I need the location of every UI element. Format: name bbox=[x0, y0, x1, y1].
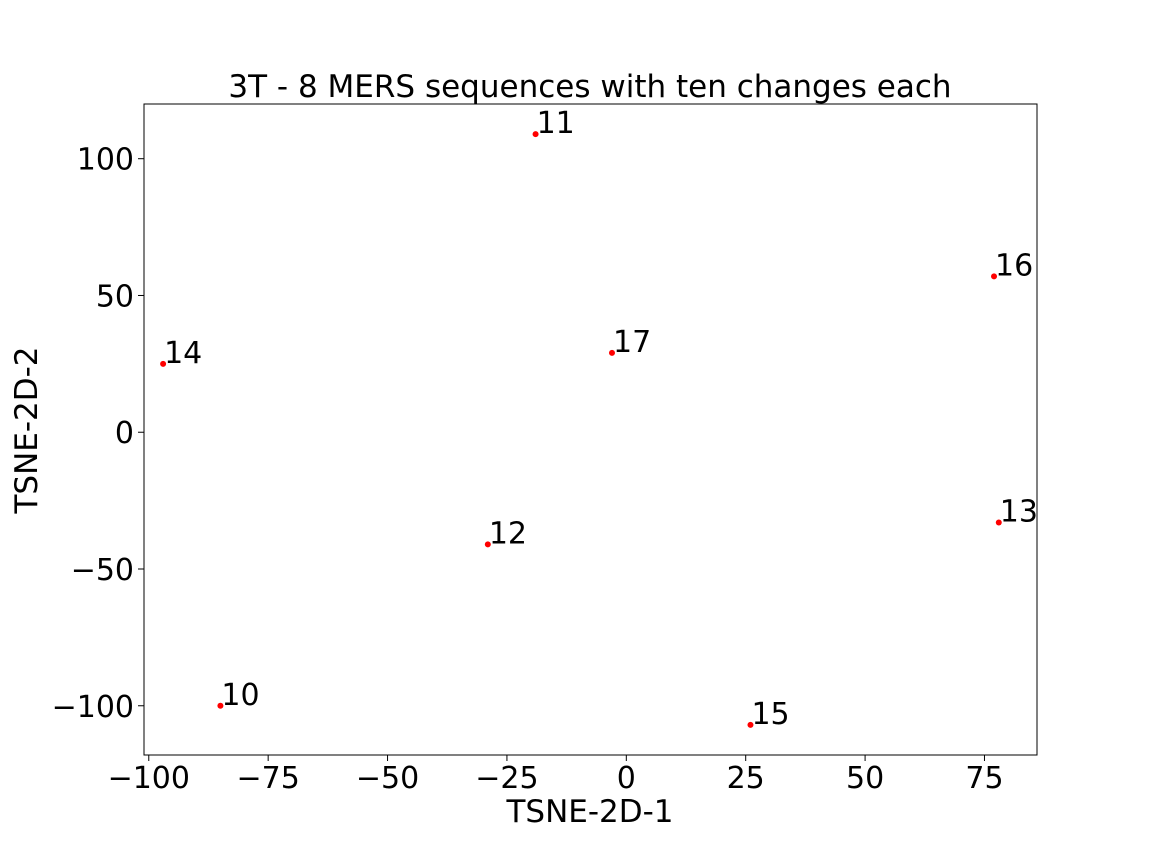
y-tick-label: 0 bbox=[115, 416, 134, 451]
point-label: 12 bbox=[489, 516, 527, 551]
point-label: 15 bbox=[751, 697, 789, 732]
x-tick-label: −50 bbox=[356, 761, 419, 796]
x-tick-label: 25 bbox=[727, 761, 765, 796]
data-point bbox=[532, 131, 539, 138]
data-point bbox=[484, 541, 491, 548]
y-axis: 100 50 0 −50 −100 bbox=[52, 143, 144, 725]
data-points: 11 16 14 17 12 13 10 15 bbox=[160, 106, 1038, 732]
chart-title: 3T - 8 MERS sequences with ten changes e… bbox=[228, 69, 951, 105]
point-label: 13 bbox=[1000, 495, 1038, 530]
point-label: 11 bbox=[537, 106, 575, 141]
data-point bbox=[160, 360, 167, 367]
y-tick-label: 100 bbox=[77, 143, 134, 178]
x-tick-label: −25 bbox=[475, 761, 538, 796]
y-tick-label: −50 bbox=[71, 553, 134, 588]
point-label: 14 bbox=[164, 336, 202, 371]
y-tick-label: 50 bbox=[96, 279, 134, 314]
y-axis-label: TSNE-2D-2 bbox=[9, 346, 45, 514]
x-tick-label: 0 bbox=[617, 761, 636, 796]
x-tick-label: −100 bbox=[108, 761, 190, 796]
x-axis: −100 −75 −50 −25 0 25 50 75 bbox=[108, 755, 1004, 796]
y-tick-label: −100 bbox=[52, 690, 134, 725]
point-label: 16 bbox=[995, 248, 1033, 283]
x-axis-label: TSNE-2D-1 bbox=[505, 794, 673, 830]
plot-area bbox=[143, 103, 1038, 756]
x-tick-label: −75 bbox=[237, 761, 300, 796]
data-point bbox=[995, 519, 1002, 526]
point-label: 17 bbox=[613, 325, 651, 360]
x-tick-label: 50 bbox=[846, 761, 884, 796]
data-point bbox=[747, 721, 754, 728]
x-tick-label: 75 bbox=[965, 761, 1003, 796]
data-point bbox=[608, 349, 615, 356]
data-point bbox=[991, 273, 998, 280]
point-label: 10 bbox=[221, 678, 259, 713]
data-point bbox=[217, 702, 224, 709]
